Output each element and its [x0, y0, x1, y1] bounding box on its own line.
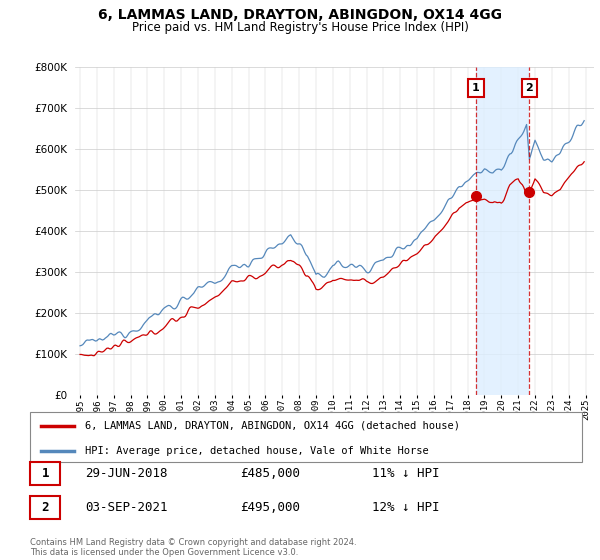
- FancyBboxPatch shape: [30, 462, 61, 485]
- Text: 03-SEP-2021: 03-SEP-2021: [85, 501, 168, 514]
- Text: 12% ↓ HPI: 12% ↓ HPI: [372, 501, 440, 514]
- Text: Contains HM Land Registry data © Crown copyright and database right 2024.
This d: Contains HM Land Registry data © Crown c…: [30, 538, 356, 557]
- Text: 2: 2: [526, 83, 533, 92]
- FancyBboxPatch shape: [30, 496, 61, 519]
- Text: £485,000: £485,000: [240, 467, 300, 480]
- Text: 29-JUN-2018: 29-JUN-2018: [85, 467, 168, 480]
- Text: Price paid vs. HM Land Registry's House Price Index (HPI): Price paid vs. HM Land Registry's House …: [131, 21, 469, 34]
- Text: 2: 2: [41, 501, 49, 514]
- Text: 6, LAMMAS LAND, DRAYTON, ABINGDON, OX14 4GG (detached house): 6, LAMMAS LAND, DRAYTON, ABINGDON, OX14 …: [85, 421, 460, 431]
- Text: 6, LAMMAS LAND, DRAYTON, ABINGDON, OX14 4GG: 6, LAMMAS LAND, DRAYTON, ABINGDON, OX14 …: [98, 8, 502, 22]
- FancyBboxPatch shape: [30, 412, 582, 462]
- Text: 11% ↓ HPI: 11% ↓ HPI: [372, 467, 440, 480]
- Text: HPI: Average price, detached house, Vale of White Horse: HPI: Average price, detached house, Vale…: [85, 446, 429, 456]
- Text: £495,000: £495,000: [240, 501, 300, 514]
- Text: 1: 1: [41, 467, 49, 480]
- Bar: [476, 67, 529, 395]
- Text: 1: 1: [472, 83, 480, 92]
